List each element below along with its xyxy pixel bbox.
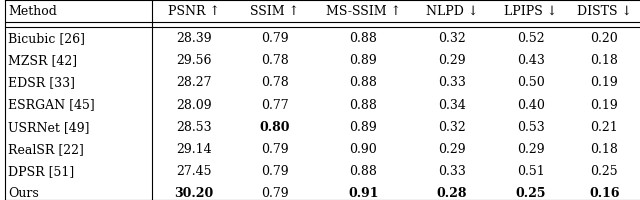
Text: 0.79: 0.79 (260, 165, 289, 178)
Text: 0.88: 0.88 (349, 32, 377, 45)
Text: LPIPS ↓: LPIPS ↓ (504, 5, 557, 18)
Text: 0.79: 0.79 (260, 143, 289, 156)
Text: 0.34: 0.34 (438, 99, 466, 112)
Text: 0.33: 0.33 (438, 76, 466, 89)
Text: 0.18: 0.18 (591, 143, 618, 156)
Text: 0.77: 0.77 (260, 99, 289, 112)
Text: 0.16: 0.16 (589, 187, 620, 200)
Text: 0.88: 0.88 (349, 99, 377, 112)
Text: RealSR [22]: RealSR [22] (8, 143, 84, 156)
Text: 27.45: 27.45 (176, 165, 211, 178)
Text: Ours: Ours (8, 187, 39, 200)
Text: 0.20: 0.20 (591, 32, 618, 45)
Text: 0.80: 0.80 (259, 121, 290, 134)
Text: 0.40: 0.40 (516, 99, 545, 112)
Text: 0.53: 0.53 (516, 121, 545, 134)
Text: 0.29: 0.29 (438, 143, 466, 156)
Text: 0.25: 0.25 (515, 187, 546, 200)
Text: PSNR ↑: PSNR ↑ (168, 5, 220, 18)
Text: 0.21: 0.21 (591, 121, 618, 134)
Text: 28.39: 28.39 (176, 32, 211, 45)
Text: 0.50: 0.50 (516, 76, 545, 89)
Text: 0.79: 0.79 (260, 187, 289, 200)
Text: 0.89: 0.89 (349, 121, 377, 134)
Text: 0.88: 0.88 (349, 76, 377, 89)
Text: 29.56: 29.56 (176, 54, 211, 67)
Text: 0.43: 0.43 (516, 54, 545, 67)
Text: 0.79: 0.79 (260, 32, 289, 45)
Text: MZSR [42]: MZSR [42] (8, 54, 77, 67)
Text: 0.33: 0.33 (438, 165, 466, 178)
Text: 28.09: 28.09 (176, 99, 211, 112)
Text: 29.14: 29.14 (176, 143, 211, 156)
Text: DPSR [51]: DPSR [51] (8, 165, 75, 178)
Text: NLPD ↓: NLPD ↓ (426, 5, 478, 18)
Text: 0.25: 0.25 (591, 165, 618, 178)
Text: DISTS ↓: DISTS ↓ (577, 5, 632, 18)
Text: SSIM ↑: SSIM ↑ (250, 5, 299, 18)
Text: 0.19: 0.19 (591, 76, 618, 89)
Text: EDSR [33]: EDSR [33] (8, 76, 76, 89)
Text: 0.52: 0.52 (517, 32, 545, 45)
Text: 0.19: 0.19 (591, 99, 618, 112)
Text: ESRGAN [45]: ESRGAN [45] (8, 99, 95, 112)
Text: 0.78: 0.78 (260, 76, 289, 89)
Text: 0.91: 0.91 (348, 187, 378, 200)
Text: 0.18: 0.18 (591, 54, 618, 67)
Text: 0.51: 0.51 (516, 165, 545, 178)
Text: USRNet [49]: USRNet [49] (8, 121, 90, 134)
Text: 0.88: 0.88 (349, 165, 377, 178)
Text: 28.27: 28.27 (176, 76, 211, 89)
Text: 28.53: 28.53 (176, 121, 211, 134)
Text: Bicubic [26]: Bicubic [26] (8, 32, 85, 45)
Text: 0.29: 0.29 (517, 143, 545, 156)
Text: 30.20: 30.20 (174, 187, 213, 200)
Text: 0.29: 0.29 (438, 54, 466, 67)
Text: 0.32: 0.32 (438, 32, 466, 45)
Text: Method: Method (8, 5, 57, 18)
Text: 0.28: 0.28 (436, 187, 467, 200)
Text: 0.78: 0.78 (260, 54, 289, 67)
Text: 0.90: 0.90 (349, 143, 377, 156)
Text: MS-SSIM ↑: MS-SSIM ↑ (326, 5, 401, 18)
Text: 0.32: 0.32 (438, 121, 466, 134)
Text: 0.89: 0.89 (349, 54, 377, 67)
